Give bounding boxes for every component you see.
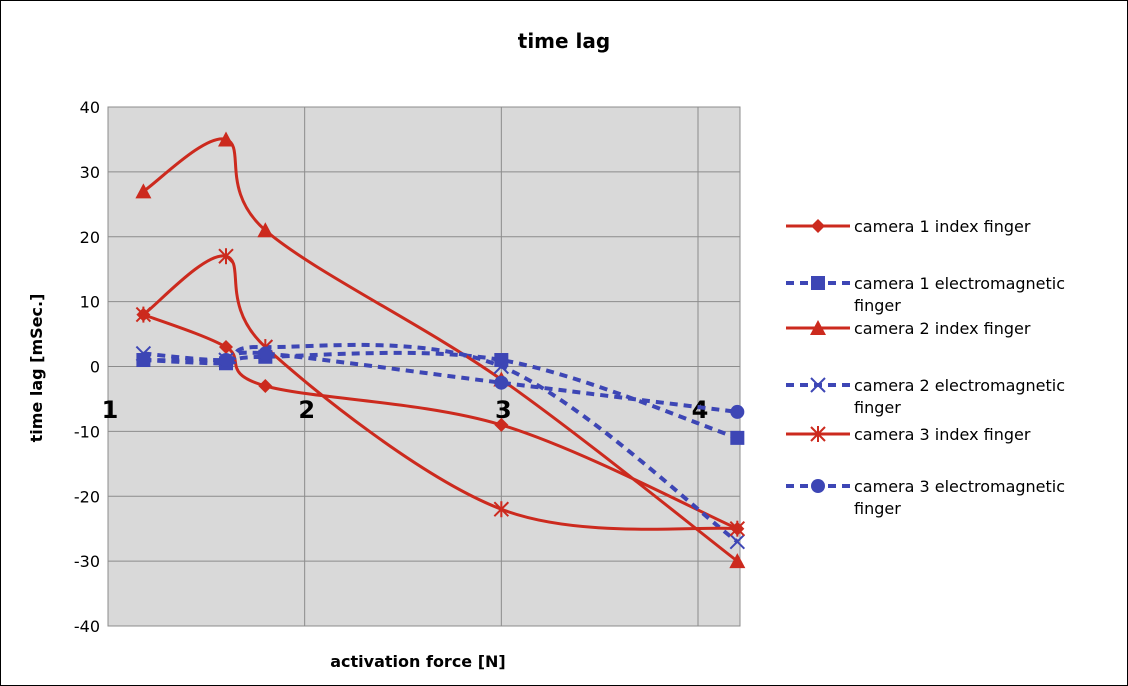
- legend-label: camera 3 index finger: [854, 425, 1031, 444]
- series-line: [143, 342, 739, 544]
- marker-stroke: [493, 358, 510, 375]
- data-point: [730, 430, 745, 445]
- data-point: [729, 533, 746, 550]
- x-tick-label: 1: [102, 396, 119, 424]
- chart-title: time lag: [518, 29, 610, 53]
- data-point: [258, 378, 273, 393]
- legend-swatch-marker: [811, 479, 825, 493]
- data-point: [494, 375, 509, 390]
- data-point: [257, 222, 274, 238]
- data-point: [219, 340, 233, 355]
- legend-item: camera 3 index finger: [786, 425, 1031, 444]
- legend-swatch-marker: [811, 219, 825, 233]
- y-tick-label: 20: [80, 228, 100, 247]
- y-tick-label: 0: [90, 358, 100, 377]
- data-point: [493, 358, 510, 375]
- data-point: [258, 346, 273, 361]
- y-tick-label: -20: [74, 487, 100, 506]
- data-point: [135, 183, 152, 199]
- x-tick-label: 3: [495, 396, 512, 424]
- series-line: [142, 137, 739, 563]
- marker-stroke: [810, 377, 826, 393]
- legend-swatch-marker: [811, 276, 825, 290]
- data-point: [729, 553, 746, 569]
- legend-label-continued: finger: [854, 499, 901, 518]
- data-point: [218, 248, 234, 265]
- legend-item: camera 1 index finger: [786, 217, 1031, 236]
- x-tick-label: 2: [298, 396, 315, 424]
- legend: camera 1 index finger camera 1 electromag…: [786, 217, 1065, 518]
- y-tick-label: -30: [74, 552, 100, 571]
- legend-label: camera 3 electromagnetic: [854, 477, 1065, 496]
- legend-label: camera 1 electromagnetic: [854, 274, 1065, 293]
- data-point: [730, 404, 745, 419]
- x-axis-label: activation force [N]: [330, 652, 506, 671]
- legend-item: camera 2 electromagnetic finger: [786, 376, 1065, 417]
- y-tick-label: 30: [80, 163, 100, 182]
- y-axis-label: time lag [mSec.]: [27, 294, 46, 443]
- x-axis-category-labels: 1 2 3 4: [102, 396, 709, 424]
- data-point: [136, 353, 151, 368]
- series-lines: [135, 131, 746, 569]
- y-tick-label: 10: [80, 293, 100, 312]
- legend-label: camera 2 index finger: [854, 319, 1031, 338]
- data-point: [219, 353, 233, 368]
- legend-item: camera 3 electromagnetic finger: [786, 477, 1065, 518]
- legend-item: camera 1 electromagnetic finger: [786, 274, 1065, 315]
- legend-label: camera 2 electromagnetic: [854, 376, 1065, 395]
- y-tick-label: 40: [80, 98, 100, 117]
- series-line: [142, 254, 738, 531]
- legend-item: camera 2 index finger: [786, 319, 1031, 338]
- legend-swatch-marker: [810, 320, 826, 335]
- legend-label-continued: finger: [854, 296, 901, 315]
- series-5: [135, 248, 746, 537]
- data-point: [494, 417, 509, 432]
- data-point: [729, 520, 746, 537]
- legend-swatch-marker: [810, 377, 826, 393]
- y-axis-ticks: -40 -30 -20 -10 0 10 20 30 40: [74, 98, 100, 636]
- x-tick-label: 4: [692, 396, 709, 424]
- data-point: [218, 131, 234, 147]
- y-tick-label: -40: [74, 617, 100, 636]
- legend-label: camera 1 index finger: [854, 217, 1031, 236]
- legend-label-continued: finger: [854, 398, 901, 417]
- data-point: [135, 306, 152, 323]
- marker-stroke: [729, 533, 746, 550]
- gridlines: [107, 106, 740, 627]
- legend-swatch-marker: [810, 426, 826, 442]
- data-point: [493, 501, 510, 518]
- series-6: [136, 346, 745, 419]
- y-tick-label: -10: [74, 422, 100, 441]
